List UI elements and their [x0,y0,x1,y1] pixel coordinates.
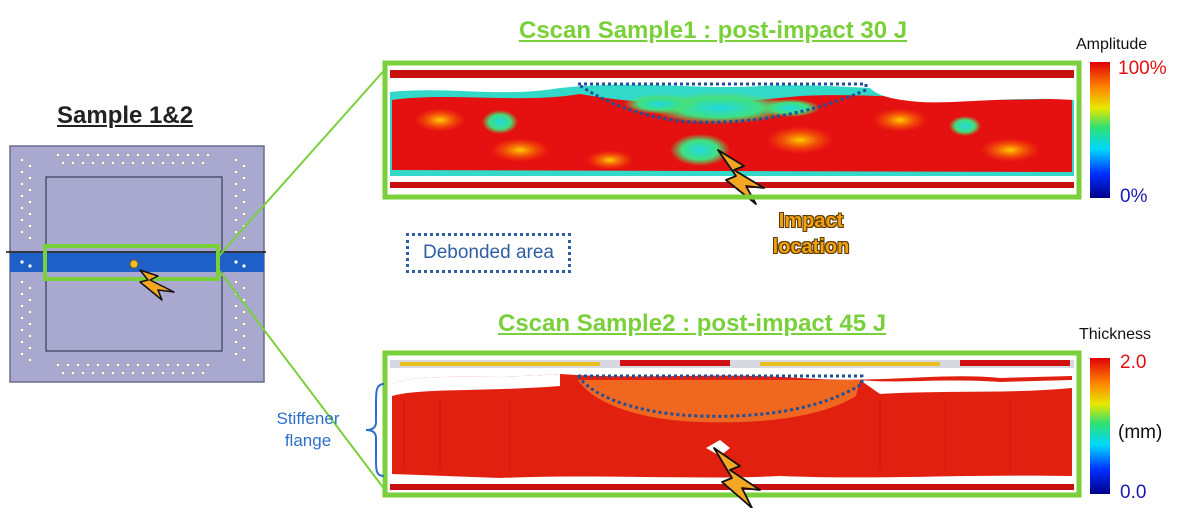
colorbar1-max: 100% [1118,58,1167,79]
cscan2-debond-outline [575,374,864,418]
zoom-line-bottom [217,268,389,495]
cscan1-frame [382,60,1082,200]
sample-plate [6,145,266,383]
colorbar1-gradient [1090,62,1110,198]
stiffener-holes [20,260,246,268]
cscan1-debond-outline [573,82,868,124]
stiffener-label-line1: Stiffener [276,409,340,428]
zoom-line-top [217,65,389,258]
sample-title: Sample 1&2 [57,102,194,129]
cscan2-title: Cscan Sample2 : post-impact 45 J [498,310,887,337]
impact-label-line2: location [772,236,850,258]
cscan2-frame [382,350,1082,498]
colorbar2-min: 0.0 [1120,482,1147,503]
colorbar2-unit: (mm) [1118,422,1163,443]
debonded-area-legend: Debonded area [406,233,571,273]
cscan2-image [382,350,1082,508]
colorbar1-min: 0% [1120,186,1148,207]
inset-frame [43,244,220,281]
colorbar2-gradient [1090,358,1110,494]
plate-impact-icon [129,259,175,301]
stiffener-flange-label: Stiffener flange [256,408,360,452]
colorbar2-max: 2.0 [1120,352,1147,373]
cscan1-title: Cscan Sample1 : post-impact 30 J [519,17,908,44]
colorbar1-label: Amplitude [1076,36,1148,53]
colorbar2-label: Thickness [1079,326,1152,343]
impact-label-line1: Impact [778,210,844,232]
bolt-holes [19,152,247,376]
stiffener-label-line2: flange [284,431,332,450]
cscan1-impact-bolt [717,149,765,205]
stiffener-brace [365,383,385,477]
impact-location-label: Impact location [746,208,876,260]
cscan2-impact-bolt [713,447,761,508]
cscan1-image [382,60,1082,205]
